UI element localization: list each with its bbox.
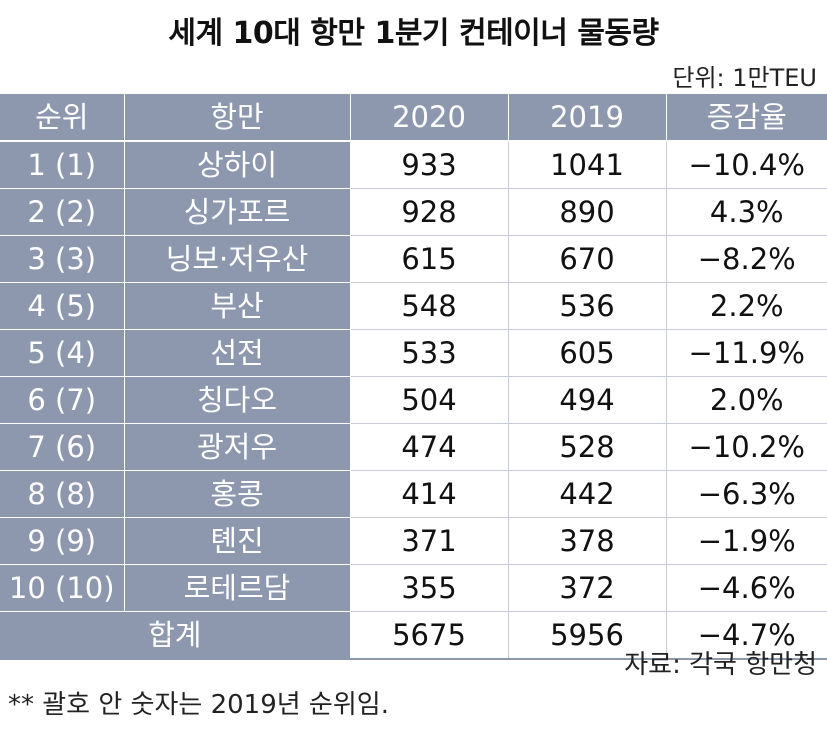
value-2020-cell: 371 [350, 517, 509, 565]
unit-label: 단위: 1만TEU [672, 64, 817, 92]
rank-cell: 7 (6) [0, 423, 125, 471]
table-row: 6 (7) 칭다오 504 494 2.0% [0, 376, 827, 424]
rank-cell: 6 (7) [0, 376, 125, 424]
value-2019-cell: 536 [508, 282, 667, 330]
change-cell: −4.6% [666, 564, 827, 612]
value-2019-cell: 442 [508, 470, 667, 518]
table-row: 8 (8) 홍콩 414 442 −6.3% [0, 470, 827, 518]
change-cell: −1.9% [666, 517, 827, 565]
header-row: 순위 항만 2020 2019 증감율 [0, 94, 827, 142]
table-row: 4 (5) 부산 548 536 2.2% [0, 282, 827, 330]
total-2020-cell: 5675 [350, 611, 509, 660]
container-throughput-table: 순위 항만 2020 2019 증감율 1 (1) 상하이 933 1041 −… [0, 94, 827, 660]
total-change-cell: −4.7% [666, 611, 827, 660]
column-header-rank: 순위 [0, 94, 125, 142]
table-row: 7 (6) 광저우 474 528 −10.2% [0, 423, 827, 471]
port-cell: 톈진 [124, 517, 351, 565]
column-header-2019: 2019 [508, 94, 667, 142]
value-2020-cell: 504 [350, 376, 509, 424]
value-2020-cell: 933 [350, 141, 509, 189]
value-2020-cell: 615 [350, 235, 509, 283]
rank-cell: 2 (2) [0, 188, 125, 236]
value-2019-cell: 378 [508, 517, 667, 565]
total-label-cell: 합계 [0, 611, 351, 660]
rank-cell: 1 (1) [0, 141, 125, 189]
port-cell: 싱가포르 [124, 188, 351, 236]
source-note: 자료: 각국 항만청 [624, 650, 817, 680]
rank-cell: 8 (8) [0, 470, 125, 518]
port-cell: 홍콩 [124, 470, 351, 518]
change-cell: 2.0% [666, 376, 827, 424]
value-2020-cell: 533 [350, 329, 509, 377]
change-cell: 2.2% [666, 282, 827, 330]
value-2020-cell: 928 [350, 188, 509, 236]
footnote: ** 괄호 안 숫자는 2019년 순위임. [8, 690, 389, 720]
value-2019-cell: 605 [508, 329, 667, 377]
value-2019-cell: 528 [508, 423, 667, 471]
value-2020-cell: 474 [350, 423, 509, 471]
rank-cell: 5 (4) [0, 329, 125, 377]
change-cell: −6.3% [666, 470, 827, 518]
value-2020-cell: 414 [350, 470, 509, 518]
port-cell: 로테르담 [124, 564, 351, 612]
column-header-2020: 2020 [350, 94, 509, 142]
total-2019-cell: 5956 [508, 611, 667, 660]
change-cell: −11.9% [666, 329, 827, 377]
port-cell: 부산 [124, 282, 351, 330]
table-row: 5 (4) 선전 533 605 −11.9% [0, 329, 827, 377]
rank-cell: 9 (9) [0, 517, 125, 565]
value-2020-cell: 548 [350, 282, 509, 330]
rank-cell: 10 (10) [0, 564, 125, 612]
value-2019-cell: 494 [508, 376, 667, 424]
rank-cell: 4 (5) [0, 282, 125, 330]
port-cell: 칭다오 [124, 376, 351, 424]
value-2019-cell: 890 [508, 188, 667, 236]
column-header-port: 항만 [124, 94, 351, 142]
port-cell: 광저우 [124, 423, 351, 471]
table-title: 세계 10대 항만 1분기 컨테이너 물동량 [168, 16, 659, 51]
port-cell: 선전 [124, 329, 351, 377]
rank-cell: 3 (3) [0, 235, 125, 283]
table-row: 1 (1) 상하이 933 1041 −10.4% [0, 141, 827, 189]
value-2020-cell: 355 [350, 564, 509, 612]
column-header-change: 증감율 [666, 94, 827, 142]
total-row: 합계 5675 5956 −4.7% [0, 611, 827, 660]
value-2019-cell: 670 [508, 235, 667, 283]
change-cell: −8.2% [666, 235, 827, 283]
port-cell: 상하이 [124, 141, 351, 189]
value-2019-cell: 372 [508, 564, 667, 612]
change-cell: 4.3% [666, 188, 827, 236]
table-row: 9 (9) 톈진 371 378 −1.9% [0, 517, 827, 565]
change-cell: −10.2% [666, 423, 827, 471]
table-row: 10 (10) 로테르담 355 372 −4.6% [0, 564, 827, 612]
table-row: 3 (3) 닝보·저우산 615 670 −8.2% [0, 235, 827, 283]
table-row: 2 (2) 싱가포르 928 890 4.3% [0, 188, 827, 236]
value-2019-cell: 1041 [508, 141, 667, 189]
port-cell: 닝보·저우산 [124, 235, 351, 283]
change-cell: −10.4% [666, 141, 827, 189]
